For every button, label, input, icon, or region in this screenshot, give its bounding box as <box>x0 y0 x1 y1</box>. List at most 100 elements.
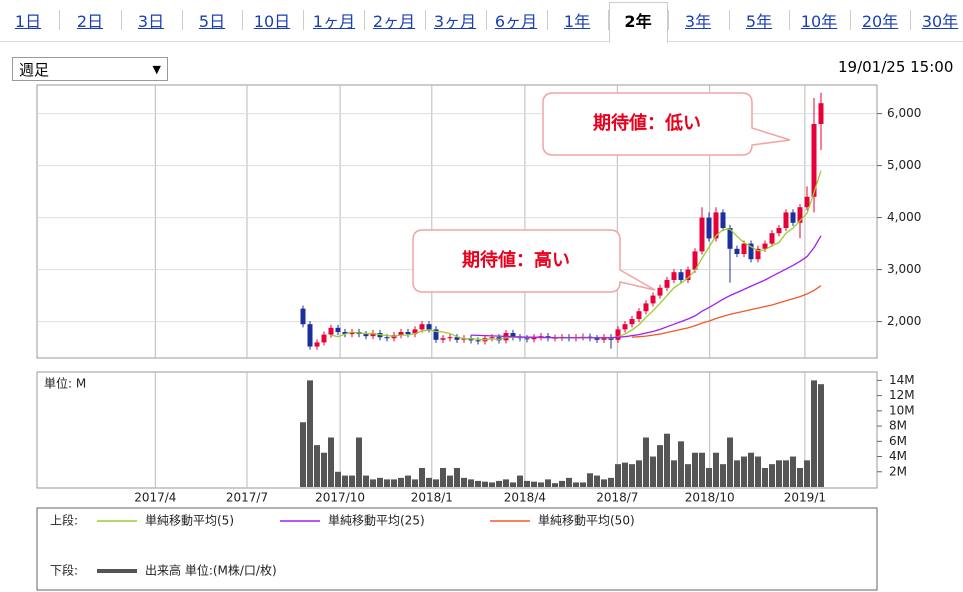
candle-body <box>426 324 432 330</box>
volume-bar <box>629 464 635 487</box>
volume-bar <box>650 456 656 487</box>
candle-body <box>713 212 719 239</box>
candle-body <box>622 324 628 330</box>
candle-body <box>524 338 530 340</box>
candle-body <box>321 334 327 343</box>
period-tab[interactable]: 3年 <box>684 12 712 31</box>
volume-bar <box>328 437 334 487</box>
volume-bar <box>370 479 376 487</box>
tab-separator <box>668 10 669 30</box>
plot: 2017/4 2017/7 2017/10 2018/1 2018/4 2018/7 201… <box>37 85 921 578</box>
period-tab[interactable]: 1年 <box>563 12 591 31</box>
tab-separator <box>910 10 911 30</box>
volume-bar <box>643 437 649 487</box>
candle-body <box>447 337 453 339</box>
tab-separator <box>789 10 790 30</box>
x-tick-label: 2019/1 <box>784 491 826 505</box>
legend-group: 上段: <box>50 513 78 528</box>
volume-bar <box>405 475 411 487</box>
candle-body <box>643 303 649 312</box>
period-tab[interactable]: 2ヶ月 <box>372 12 416 31</box>
period-tab[interactable]: 5日 <box>198 12 226 31</box>
volume-bar <box>440 467 446 487</box>
period-tab[interactable]: 3日 <box>137 12 165 31</box>
volume-bar <box>636 460 642 487</box>
y-tick-label: 5,000 <box>887 158 921 172</box>
y-tick-label: 3,000 <box>887 262 921 276</box>
candle-body <box>398 332 404 336</box>
volume-bar <box>734 460 740 487</box>
volume-bar <box>377 477 383 487</box>
volume-bar <box>818 384 824 487</box>
volume-bar <box>524 480 530 487</box>
candle-body <box>783 212 789 228</box>
y-tick-label: 4M <box>889 449 907 463</box>
unit-label: 単位: M <box>44 376 86 391</box>
candle-body <box>636 311 642 319</box>
x-tick-label: 2018/10 <box>685 491 735 505</box>
period-tab[interactable]: 10日 <box>253 12 291 31</box>
volume-bar <box>699 452 705 487</box>
volume-bar <box>748 452 754 487</box>
period-tab[interactable]: 5年 <box>745 12 773 31</box>
period-tab[interactable]: 1日 <box>14 12 42 31</box>
candle-body <box>405 332 411 335</box>
timestamp: 19/01/25 15:00 <box>838 58 954 76</box>
volume-bar <box>468 479 474 487</box>
tab-separator <box>728 10 730 30</box>
candle-body <box>475 340 481 342</box>
volume-bar <box>307 380 313 487</box>
period-tab[interactable]: 30年 <box>921 12 959 31</box>
volume-bar <box>706 467 712 487</box>
volume-bar <box>433 479 439 487</box>
volume-bar <box>762 467 768 487</box>
volume-bar <box>720 464 726 487</box>
volume-bar <box>335 471 341 487</box>
y-tick-label: 2,000 <box>887 314 921 328</box>
period-tab[interactable]: 20年 <box>861 12 899 31</box>
volume-bar <box>587 473 593 487</box>
candle-body <box>657 287 663 296</box>
y-tick-label: 12M <box>889 388 915 402</box>
volume-bar <box>790 456 796 487</box>
period-tab[interactable]: 2年 <box>624 12 652 31</box>
period-tab[interactable]: 2日 <box>76 12 104 31</box>
candle-body <box>594 338 600 340</box>
volume-bar <box>566 477 572 487</box>
callout <box>542 92 791 156</box>
y-tick-label: 4,000 <box>887 210 921 224</box>
volume-bar <box>671 460 677 487</box>
candle-body <box>412 329 418 335</box>
y-tick-label: 2M <box>889 464 907 478</box>
candle-body <box>650 295 656 304</box>
tab-separator <box>59 10 60 30</box>
candle-body <box>762 243 768 249</box>
legend-group: 下段: <box>50 563 78 578</box>
period-tab[interactable]: 10年 <box>800 12 838 31</box>
period-select[interactable]: 週足 <box>12 57 168 82</box>
candle-body <box>300 308 306 325</box>
volume-bar <box>531 481 537 487</box>
period-tab[interactable]: 6ヶ月 <box>494 12 538 31</box>
period-tab[interactable]: 3ヶ月 <box>433 12 477 31</box>
period-tab[interactable]: 1ヶ月 <box>312 12 356 31</box>
volume-bar <box>349 475 355 487</box>
y-tick-label: 6M <box>889 434 907 448</box>
candle-body <box>538 336 544 338</box>
volume-bar <box>398 477 404 487</box>
candle-body <box>818 103 824 124</box>
tab-separator <box>485 10 487 30</box>
volume-bar <box>559 480 565 487</box>
volume-bar <box>426 477 432 487</box>
tab-separator <box>849 10 851 30</box>
candle-body <box>454 337 460 340</box>
volume-bar <box>601 479 607 487</box>
ma-line <box>631 285 822 338</box>
volume-bar <box>384 479 390 487</box>
volume-bar <box>314 445 320 487</box>
volume-bar <box>657 445 663 487</box>
candle-body <box>734 248 740 254</box>
candle-body <box>741 243 747 254</box>
legend-label: 単純移動平均(25) <box>328 514 425 528</box>
volume-bar <box>741 456 747 487</box>
